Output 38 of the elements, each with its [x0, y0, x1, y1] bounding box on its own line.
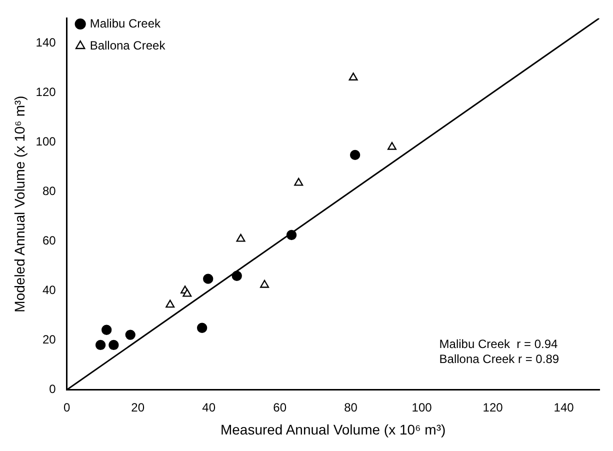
y-tick-label: 60	[42, 233, 56, 248]
point	[260, 280, 270, 288]
point	[203, 274, 214, 284]
y-tick-label: 0	[49, 382, 56, 396]
point	[350, 150, 360, 160]
annotation: Ballona Creek r = 0.89	[439, 352, 560, 366]
point	[166, 300, 175, 308]
x-tick-label: 100	[412, 400, 432, 414]
point	[236, 234, 246, 242]
y-tick-label: 80	[42, 184, 56, 198]
x-tick-label: 120	[482, 400, 504, 414]
y-tick-label: 40	[42, 283, 56, 298]
y-tick-label: 20	[42, 332, 56, 347]
x-axis-title: Measured Annual Volume (x 10⁶ m³)	[220, 421, 446, 438]
y-tick-label: 100	[36, 134, 56, 148]
x-tick-label: 0	[63, 400, 70, 414]
annotation: Malibu Creek r = 0.94	[439, 336, 558, 351]
point	[95, 340, 106, 350]
x-tick-label: 40	[202, 400, 216, 414]
point	[286, 230, 297, 240]
y-tick-label: 120	[36, 84, 56, 99]
point	[108, 340, 119, 350]
y-tick-label: 140	[36, 35, 56, 50]
point	[348, 72, 358, 81]
point	[125, 330, 136, 340]
x-tick-label: 80	[344, 400, 358, 414]
x-tick-label: 140	[554, 400, 574, 414]
x-tick-label: 20	[131, 400, 145, 414]
x-tick-label: 60	[273, 400, 287, 414]
legend-label: Ballona Creek	[90, 38, 166, 52]
point	[232, 270, 242, 281]
point	[196, 322, 208, 333]
point	[101, 324, 112, 335]
legend-label: Malibu Creek	[90, 16, 162, 30]
point	[387, 142, 396, 150]
y-axis-title: Modeled Annual Volume (x 10⁶ m³)	[11, 96, 28, 312]
point	[294, 178, 304, 186]
point	[182, 288, 192, 297]
